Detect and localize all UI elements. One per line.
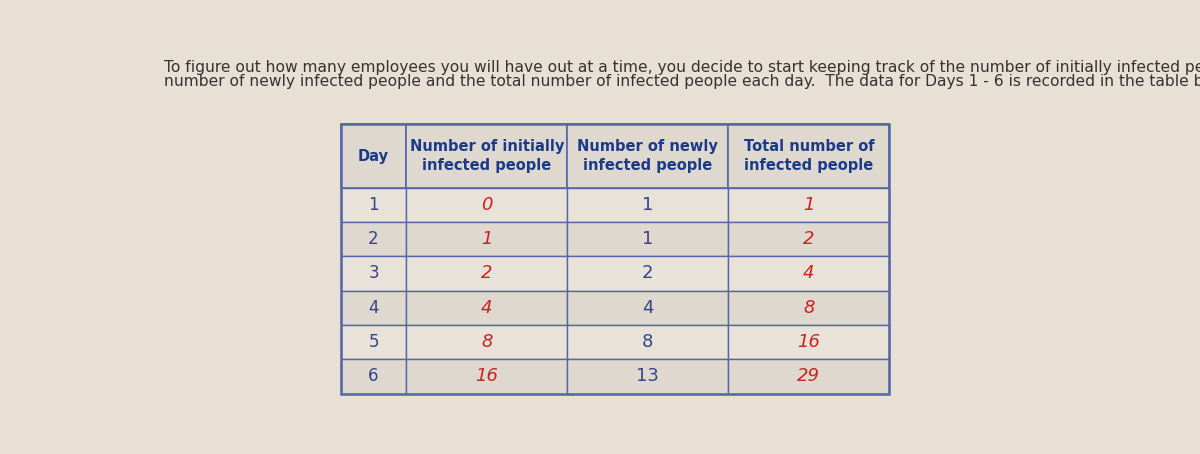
Text: 16: 16 (797, 333, 821, 351)
Bar (341, 359, 407, 394)
Text: 4: 4 (642, 299, 654, 317)
Bar (407, 257, 568, 291)
Text: 1: 1 (642, 196, 654, 214)
Bar (568, 124, 728, 188)
Text: 4: 4 (803, 264, 815, 282)
Text: 1: 1 (642, 230, 654, 248)
Bar (341, 291, 407, 325)
Text: 8: 8 (481, 333, 493, 351)
Text: Number of newly
infected people: Number of newly infected people (577, 139, 719, 173)
Text: To figure out how many employees you will have out at a time, you decide to star: To figure out how many employees you wil… (164, 60, 1200, 75)
Text: 4: 4 (368, 299, 379, 317)
Text: 1: 1 (481, 230, 493, 248)
Bar (568, 188, 728, 222)
Text: 1: 1 (803, 196, 815, 214)
Bar (341, 257, 407, 291)
Bar (568, 291, 728, 325)
Bar (341, 124, 889, 394)
Text: 8: 8 (642, 333, 654, 351)
Text: 0: 0 (481, 196, 493, 214)
Bar (407, 124, 568, 188)
Bar (407, 188, 568, 222)
Text: 5: 5 (368, 333, 379, 351)
Text: 6: 6 (368, 367, 379, 385)
Text: 2: 2 (642, 264, 654, 282)
Bar (568, 257, 728, 291)
Text: 2: 2 (803, 230, 815, 248)
Bar (407, 222, 568, 257)
Bar (341, 325, 407, 359)
Bar (568, 222, 728, 257)
Text: 3: 3 (368, 264, 379, 282)
Text: 2: 2 (368, 230, 379, 248)
Text: 2: 2 (481, 264, 493, 282)
Bar (568, 325, 728, 359)
Bar (407, 325, 568, 359)
Bar (728, 257, 889, 291)
Text: 29: 29 (797, 367, 821, 385)
Text: 4: 4 (481, 299, 493, 317)
Bar (728, 124, 889, 188)
Text: 16: 16 (475, 367, 498, 385)
Bar (341, 124, 407, 188)
Bar (728, 188, 889, 222)
Text: number of newly infected people and the total number of infected people each day: number of newly infected people and the … (164, 74, 1200, 89)
Bar (728, 291, 889, 325)
Bar (728, 325, 889, 359)
Bar (407, 359, 568, 394)
Text: Total number of
infected people: Total number of infected people (744, 139, 874, 173)
Bar (341, 188, 407, 222)
Text: 13: 13 (636, 367, 659, 385)
Text: 8: 8 (803, 299, 815, 317)
Bar (728, 359, 889, 394)
Text: Number of initially
infected people: Number of initially infected people (409, 139, 564, 173)
Text: 1: 1 (368, 196, 379, 214)
Bar (728, 222, 889, 257)
Bar (568, 359, 728, 394)
Bar (407, 291, 568, 325)
Text: Day: Day (358, 148, 389, 163)
Bar (341, 222, 407, 257)
